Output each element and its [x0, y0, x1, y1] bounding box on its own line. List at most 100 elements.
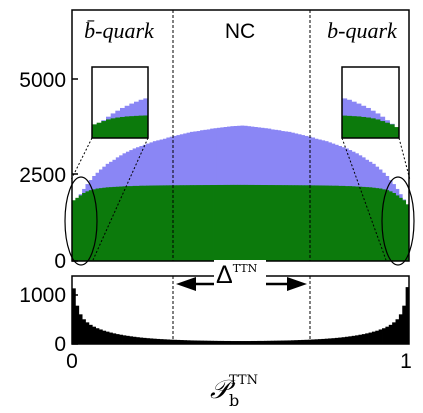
bar-dark — [351, 186, 356, 261]
bar-dark — [102, 187, 107, 261]
bar-bottom — [324, 338, 329, 344]
bar-dark — [378, 188, 383, 261]
bar-bottom — [78, 314, 83, 344]
bar-dark — [169, 185, 174, 261]
x-axis: 0 1 — [66, 350, 412, 373]
bar-bottom — [368, 332, 373, 344]
inset-bar-dark — [389, 124, 395, 138]
bottom-ytick-1: 1000 — [19, 284, 66, 307]
bar-bottom — [240, 341, 245, 344]
bar-bottom — [375, 330, 380, 344]
bar-dark — [136, 185, 140, 261]
bar-bottom — [257, 340, 262, 344]
bar-dark — [129, 186, 134, 261]
top-ytick-1: 2500 — [19, 164, 66, 187]
inset-bar-dark — [375, 119, 381, 138]
bar-dark — [173, 185, 177, 261]
bar-bottom — [314, 339, 319, 344]
edge-ellipse-right — [381, 176, 415, 266]
bar-bottom — [200, 340, 204, 344]
bar-dark — [139, 185, 144, 261]
bar-dark — [109, 187, 113, 261]
bar-bottom — [301, 339, 305, 344]
bar-dark — [82, 192, 86, 261]
bar-bottom — [85, 322, 90, 344]
bar-dark — [193, 185, 198, 261]
bar-bottom — [250, 340, 255, 344]
bar-dark — [267, 185, 272, 261]
bar-dark — [385, 190, 390, 261]
inset-bar-dark — [394, 127, 399, 138]
bar-dark — [361, 186, 366, 261]
bar-dark — [392, 192, 396, 261]
bar-bottom — [371, 331, 376, 344]
bar-dark — [75, 197, 80, 261]
inset-bar-dark — [365, 117, 371, 138]
bar-dark — [284, 185, 289, 261]
bar-bottom — [146, 338, 150, 344]
bar-dark — [341, 185, 346, 261]
bar-dark — [355, 186, 359, 261]
bar-dark — [119, 186, 123, 261]
bar-dark — [176, 185, 181, 261]
bar-bottom — [358, 334, 363, 344]
bar-bottom — [405, 287, 410, 344]
bar-bottom — [223, 340, 228, 344]
inset-connectors — [70, 137, 411, 261]
bar-bottom — [166, 339, 171, 344]
inset-bar-dark — [110, 118, 116, 138]
xlabel-sup: TTN — [229, 373, 258, 388]
bar-bottom — [338, 337, 342, 344]
bar-dark — [240, 184, 245, 261]
bar-bottom — [98, 329, 103, 344]
bottom-ytick-0: 0 — [54, 333, 66, 356]
bar-bottom — [75, 305, 80, 344]
bar-bottom — [318, 339, 322, 344]
bottom-y-axis: 0 1000 — [19, 284, 78, 356]
bar-bottom — [341, 337, 346, 344]
bar-dark — [132, 185, 137, 261]
inset-bar-dark — [370, 118, 376, 138]
bar-dark — [338, 185, 342, 261]
bar-dark — [206, 185, 211, 261]
bar-dark — [189, 185, 194, 261]
bar-dark — [382, 189, 386, 261]
delta-arrow: ΔTTN — [176, 260, 307, 291]
inset-bar-dark — [356, 116, 362, 138]
bar-dark — [307, 185, 312, 261]
bar-bottom — [203, 340, 208, 344]
x-axis-label: 𝒫 b TTN — [210, 373, 258, 410]
bar-bottom — [243, 341, 248, 344]
bar-dark — [294, 185, 299, 261]
bar-dark — [371, 187, 376, 261]
bar-bottom — [402, 305, 407, 344]
bottom-frame — [71, 275, 410, 345]
bar-bottom — [230, 341, 235, 344]
bar-bottom — [294, 340, 299, 344]
bar-bottom — [169, 339, 174, 344]
bar-dark — [85, 191, 90, 261]
bar-bottom — [351, 335, 356, 344]
bar-dark — [92, 189, 96, 261]
bar-bottom — [156, 338, 161, 344]
bar-dark — [78, 195, 83, 261]
bar-dark — [183, 185, 187, 261]
bar-dark — [328, 185, 332, 261]
bar-dark — [388, 191, 393, 261]
bar-dark — [277, 185, 282, 261]
bar-bottom — [267, 340, 272, 344]
bar-bottom — [129, 336, 134, 344]
bar-dark — [301, 185, 305, 261]
bar-dark — [405, 204, 409, 261]
region-label-bbar-quark: b̄-quark — [84, 18, 155, 43]
bar-dark — [247, 184, 252, 261]
bar-dark — [375, 188, 380, 261]
top-ytick-0: 0 — [54, 250, 66, 273]
inset-bar-dark — [106, 119, 112, 138]
bar-bottom — [365, 333, 369, 344]
inset-right — [341, 66, 400, 139]
bar-dark — [368, 187, 373, 261]
bar-dark — [98, 188, 103, 261]
inset-left — [91, 66, 149, 139]
bar-dark — [186, 185, 191, 261]
